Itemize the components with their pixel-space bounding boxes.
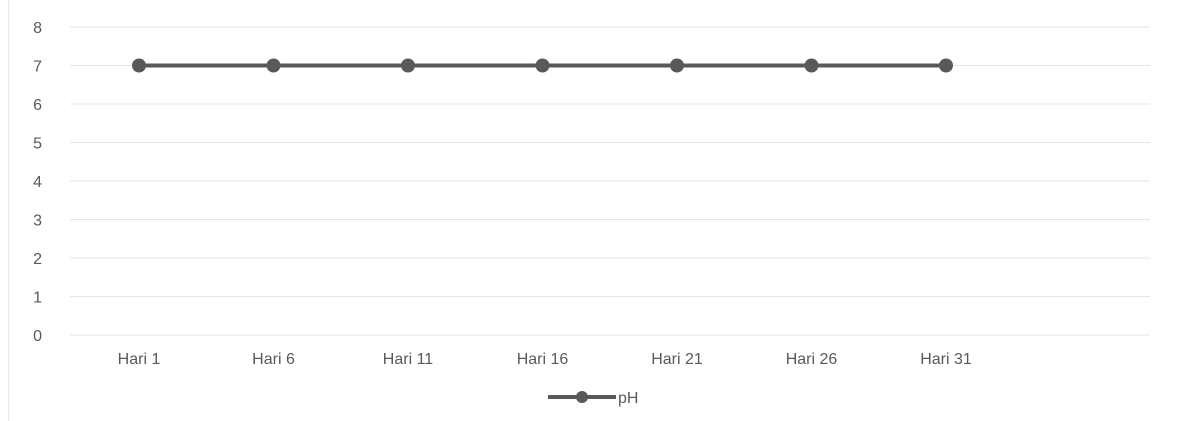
y-tick-label: 7 xyxy=(33,59,42,76)
series-layer xyxy=(132,58,953,73)
y-tick-label: 3 xyxy=(33,213,42,230)
legend-marker xyxy=(576,391,588,403)
x-tick-label: Hari 21 xyxy=(651,351,703,368)
x-tick-label: Hari 11 xyxy=(383,351,433,368)
x-tick-label: Hari 16 xyxy=(517,351,569,368)
y-tick-label: 6 xyxy=(33,97,42,114)
chart-frame xyxy=(8,0,1178,421)
y-tick-label: 4 xyxy=(33,174,42,191)
data-point xyxy=(401,58,415,73)
data-point xyxy=(266,58,281,73)
y-axis-tick-labels: 0 1 2 3 4 5 6 7 8 xyxy=(33,20,42,345)
x-tick-label: Hari 26 xyxy=(786,351,838,368)
gridlines xyxy=(70,26,1150,336)
data-point xyxy=(535,58,550,73)
y-tick-label: 2 xyxy=(33,251,42,268)
y-tick-label: 1 xyxy=(33,290,42,307)
legend: pH xyxy=(548,390,638,407)
x-tick-label: Hari 1 xyxy=(118,351,161,368)
legend-label-ph: pH xyxy=(618,390,638,407)
y-tick-label: 5 xyxy=(33,136,42,153)
y-tick-label: 0 xyxy=(33,328,42,345)
x-tick-label: Hari 6 xyxy=(252,351,295,368)
data-point xyxy=(132,58,146,73)
data-point xyxy=(670,58,684,73)
data-point xyxy=(939,58,953,73)
x-axis-tick-labels: Hari 1 Hari 6 Hari 11 Hari 16 Hari 21 Hari 26… xyxy=(118,351,972,368)
data-point xyxy=(804,58,819,73)
x-tick-label: Hari 31 xyxy=(920,351,972,368)
y-tick-label: 8 xyxy=(33,20,42,37)
